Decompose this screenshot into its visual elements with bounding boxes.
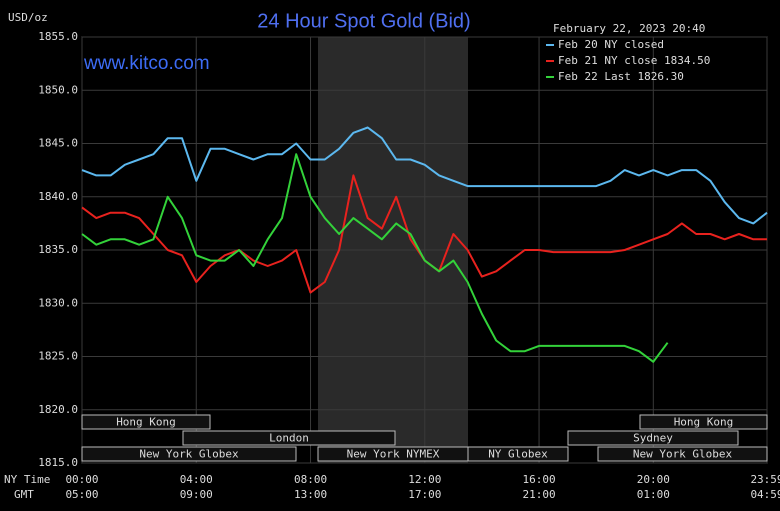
session-label: New York Globex bbox=[139, 448, 239, 461]
y-tick-label: 1815.0 bbox=[38, 456, 78, 469]
session-box bbox=[182, 430, 396, 446]
session-label: NY Globex bbox=[488, 448, 548, 461]
chart-title: 24 Hour Spot Gold (Bid) bbox=[257, 10, 470, 32]
y-tick-label: 1845.0 bbox=[38, 137, 78, 150]
x-row-label: NY Time bbox=[4, 473, 50, 486]
session-label: New York Globex bbox=[633, 448, 733, 461]
x2-tick-label: 01:00 bbox=[637, 488, 670, 501]
x2-tick-label: 04:59 bbox=[750, 488, 780, 501]
session-box bbox=[81, 414, 211, 430]
x-tick-label: 23:59 bbox=[750, 473, 780, 486]
y-unit: USD/oz bbox=[8, 11, 48, 24]
x2-tick-label: 13:00 bbox=[294, 488, 327, 501]
x2-tick-label: 17:00 bbox=[408, 488, 441, 501]
legend-label: Feb 22 Last 1826.30 bbox=[558, 70, 684, 83]
x-tick-label: 08:00 bbox=[294, 473, 327, 486]
x-tick-label: 00:00 bbox=[65, 473, 98, 486]
session-box bbox=[597, 446, 768, 462]
x-tick-label: 04:00 bbox=[180, 473, 213, 486]
session-box bbox=[81, 446, 297, 462]
session-label: Sydney bbox=[633, 432, 673, 445]
y-tick-label: 1850.0 bbox=[38, 83, 78, 96]
x2-tick-label: 21:00 bbox=[522, 488, 555, 501]
session-label: London bbox=[269, 432, 309, 445]
x2-row-label: GMT bbox=[14, 488, 34, 501]
series-line bbox=[81, 153, 669, 363]
session-label: Hong Kong bbox=[674, 416, 734, 429]
x2-tick-label: 05:00 bbox=[65, 488, 98, 501]
session-box bbox=[467, 446, 569, 462]
legend-label: Feb 20 NY closed bbox=[558, 38, 664, 51]
x2-tick-label: 09:00 bbox=[180, 488, 213, 501]
series-line bbox=[81, 126, 768, 225]
y-tick-label: 1855.0 bbox=[38, 30, 78, 43]
y-tick-label: 1840.0 bbox=[38, 190, 78, 203]
y-tick-label: 1835.0 bbox=[38, 243, 78, 256]
timestamp: February 22, 2023 20:40 bbox=[553, 22, 705, 35]
session-label: New York NYMEX bbox=[347, 448, 440, 461]
sessions: Hong Kong London New York Globex New York N… bbox=[81, 414, 768, 462]
y-tick-label: 1825.0 bbox=[38, 350, 78, 363]
website: www.kitco.com bbox=[83, 53, 210, 74]
y-tick-label: 1830.0 bbox=[38, 296, 78, 309]
session-box bbox=[639, 414, 768, 430]
x-tick-label: 12:00 bbox=[408, 473, 441, 486]
session-box bbox=[567, 430, 739, 446]
x-tick-label: 16:00 bbox=[522, 473, 555, 486]
legend-label: Feb 21 NY close 1834.50 bbox=[558, 54, 710, 67]
y-tick-label: 1820.0 bbox=[38, 403, 78, 416]
x-tick-label: 20:00 bbox=[637, 473, 670, 486]
session-label: Hong Kong bbox=[116, 416, 176, 429]
